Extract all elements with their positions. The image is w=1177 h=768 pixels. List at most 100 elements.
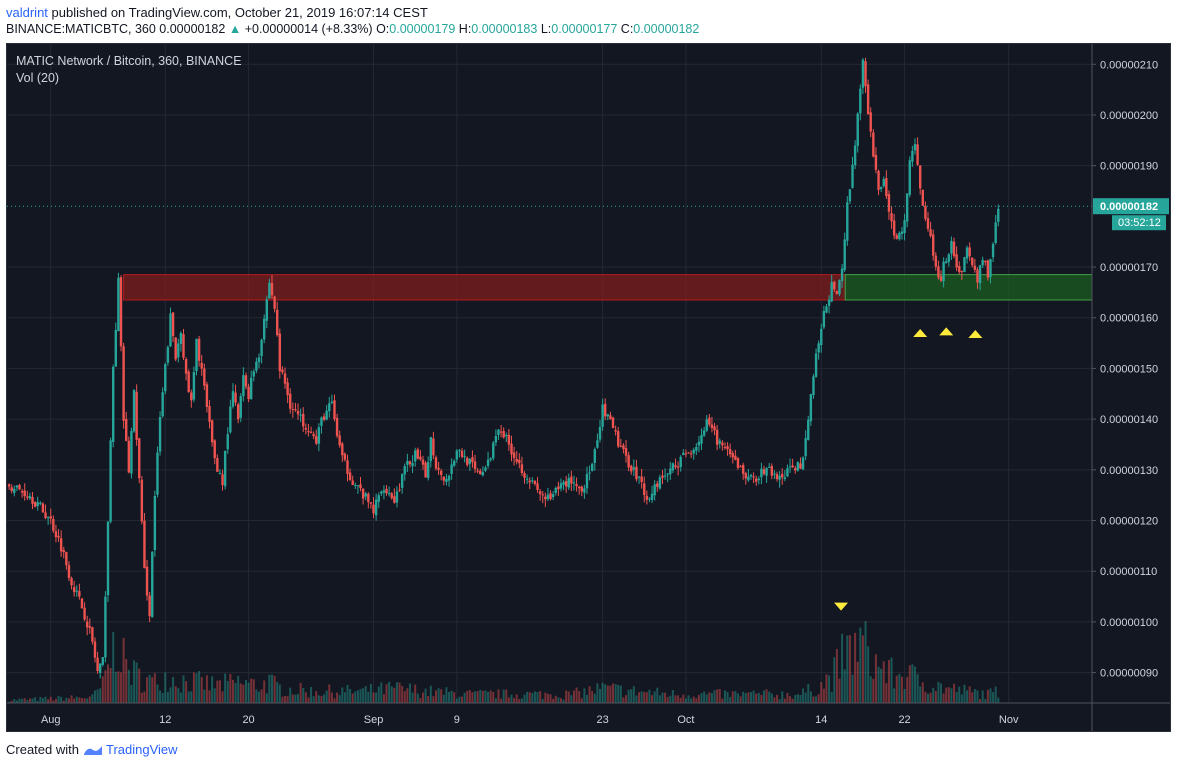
volume-bar-9 (31, 698, 34, 703)
candle-body-13 (41, 503, 45, 513)
volume-bar-26 (75, 696, 78, 703)
low-label: L: (540, 22, 552, 36)
candle-body-359 (942, 261, 945, 282)
x-tick-label-3: Sep (364, 714, 384, 726)
volume-bar-1 (10, 700, 13, 703)
candle-body-129 (343, 453, 347, 460)
volume-bar-32 (91, 694, 94, 703)
candle-body-192 (507, 434, 511, 445)
volume-bar-131 (349, 689, 352, 703)
volume-bar-231 (609, 685, 612, 703)
candle-body-190 (502, 430, 505, 438)
volume-bar-102 (273, 675, 276, 703)
candle-body-303 (796, 462, 800, 471)
volume-bar-59 (161, 692, 164, 703)
marker-up-arrow-0 (913, 328, 928, 337)
high-label: H: (458, 22, 472, 36)
volume-bar-106 (284, 696, 287, 703)
volume-bar-239 (630, 689, 633, 703)
price-chart[interactable]: 0.00000210 0.00000200 0.00000190 0.00000170… (7, 44, 1170, 731)
volume-bar-236 (622, 697, 625, 703)
created-with-text: Created with (6, 742, 79, 757)
candle-body-113 (302, 413, 305, 427)
candle-body-236 (622, 445, 625, 450)
volume-bar-267 (703, 691, 706, 703)
candle-body-330 (866, 84, 870, 115)
volume-bar-20 (60, 696, 63, 703)
volume-bar-259 (682, 694, 685, 703)
volume-bar-159 (421, 692, 424, 703)
candle-body-84 (226, 434, 229, 450)
volume-bar-351 (921, 682, 924, 703)
volume-bar-327 (859, 627, 862, 703)
countdown-label: 03:52:12 (1118, 217, 1161, 229)
volume-bar-328 (861, 635, 864, 703)
volume-bar-269 (708, 692, 711, 703)
volume-bar-226 (596, 683, 599, 703)
volume-bar-311 (817, 694, 820, 703)
volume-bar-194 (513, 698, 516, 703)
candle-body-186 (492, 442, 495, 459)
volume-bar-138 (367, 691, 370, 703)
candle-body-56 (153, 495, 157, 551)
candle-body-74 (200, 362, 203, 369)
candle-body-156 (413, 450, 417, 462)
candle-body-92 (247, 386, 250, 400)
volume-bar-206 (544, 692, 547, 703)
candle-body-146 (387, 492, 391, 495)
volume-bar-203 (536, 692, 539, 703)
volume-bar-365 (958, 686, 961, 703)
volume-bar-161 (427, 696, 430, 703)
candle-body-241 (635, 466, 638, 480)
volume-bar-73 (198, 671, 201, 703)
volume-bar-329 (864, 621, 867, 703)
candle-body-165 (437, 467, 440, 470)
volume-bar-16 (49, 696, 52, 703)
volume-bar-262 (690, 698, 693, 703)
volume-bar-204 (539, 691, 542, 703)
volume-bar-156 (414, 684, 417, 703)
chart-panel[interactable]: 0.00000210 0.00000200 0.00000190 0.00000170… (6, 43, 1171, 732)
candle-body-345 (905, 193, 909, 222)
candle-body-227 (598, 426, 602, 440)
candle-body-16 (49, 516, 52, 519)
volume-bar-25 (73, 698, 76, 703)
volume-bar-258 (679, 697, 682, 703)
volume-bar-295 (776, 694, 779, 703)
volume-bar-320 (841, 633, 844, 703)
volume-bar-334 (877, 666, 880, 703)
author-link[interactable]: valdrint (6, 5, 48, 20)
y-tick-label-0: 0.00000210 (1100, 59, 1158, 71)
candle-body-380 (997, 208, 1000, 222)
candle-body-155 (411, 463, 414, 467)
candle-body-131 (348, 472, 352, 481)
volume-bar-120 (320, 695, 323, 703)
volume-bar-354 (929, 692, 932, 703)
candle-body-35 (98, 663, 102, 673)
candle-body-288 (757, 478, 760, 481)
volume-bar-213 (562, 699, 565, 703)
volume-bar-275 (723, 690, 726, 703)
volume-bar-353 (927, 693, 930, 703)
candle-body-23 (67, 565, 71, 579)
candle-body-98 (262, 318, 266, 340)
candle-body-75 (203, 368, 206, 386)
candle-body-12 (39, 502, 42, 504)
volume-bar-212 (559, 698, 562, 703)
volume-bar-47 (130, 684, 133, 703)
marker-down-arrow-3 (834, 602, 849, 611)
candle-body-200 (528, 480, 531, 483)
candle-body-121 (322, 416, 326, 420)
volume-bar-61 (166, 692, 169, 703)
candle-body-149 (395, 491, 399, 503)
candle-body-349 (916, 144, 919, 165)
volume-bar-220 (580, 698, 583, 703)
candle-body-277 (728, 449, 732, 455)
volume-bar-309 (812, 696, 815, 703)
candle-body-202 (533, 480, 537, 484)
candle-body-137 (364, 493, 367, 497)
candle-body-251 (661, 475, 664, 478)
tradingview-link[interactable]: TradingView (105, 742, 178, 757)
candle-body-194 (512, 452, 516, 459)
volume-bar-66 (179, 692, 182, 703)
